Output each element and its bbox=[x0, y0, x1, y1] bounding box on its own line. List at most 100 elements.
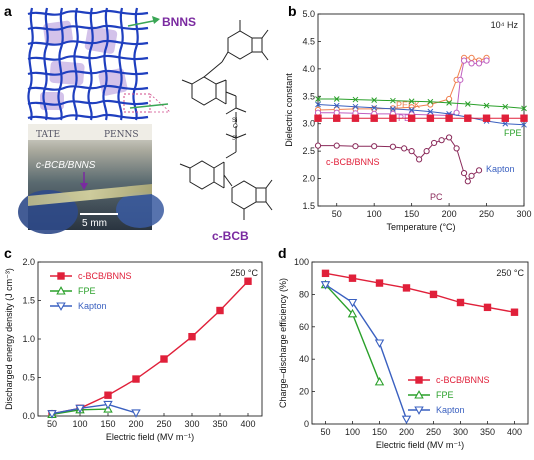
x-axis-label: Electric field (MV m⁻¹) bbox=[106, 432, 194, 442]
cbcb-molecule-structure bbox=[179, 20, 273, 220]
data-point bbox=[431, 139, 438, 147]
data-point bbox=[389, 114, 397, 122]
series-c-bcb-bnns bbox=[321, 269, 519, 316]
x-tick-label: 200 bbox=[442, 209, 457, 219]
molecule-atom-labels: Si O Si bbox=[232, 118, 238, 142]
data-point bbox=[407, 114, 416, 122]
data-point bbox=[423, 148, 430, 155]
data-point bbox=[457, 76, 464, 83]
photo-header-left: TATE bbox=[36, 130, 60, 140]
x-tick-label: 100 bbox=[72, 419, 87, 429]
x-axis-label: Electric field (MV m⁻¹) bbox=[376, 440, 464, 450]
legend-marker bbox=[414, 390, 424, 399]
data-point bbox=[464, 101, 471, 107]
data-point bbox=[132, 375, 140, 383]
plot-frame-d bbox=[311, 261, 529, 425]
y-tick-label: 2.0 bbox=[302, 174, 315, 184]
green-arrow-head-icon bbox=[152, 16, 160, 24]
series-c-bcb-bnns bbox=[314, 114, 528, 122]
data-point bbox=[408, 98, 415, 105]
data-point bbox=[456, 298, 465, 307]
photo-sample-label: c-BCB/BNNS bbox=[36, 160, 96, 171]
svg-text:O: O bbox=[233, 124, 238, 130]
y-tick-label: 0 bbox=[304, 419, 309, 429]
data-point bbox=[352, 96, 359, 103]
data-point bbox=[347, 308, 358, 318]
series-label: Kapton bbox=[486, 164, 515, 174]
y-tick-label: 60 bbox=[299, 322, 309, 332]
data-point bbox=[475, 167, 483, 174]
series-line bbox=[51, 280, 249, 415]
panel-letter-d: d bbox=[278, 245, 287, 261]
data-point bbox=[468, 54, 475, 61]
y-axis-label: Dielectric constant bbox=[284, 73, 294, 147]
legend-label: Kapton bbox=[436, 405, 465, 415]
x-tick-label: 100 bbox=[367, 209, 382, 219]
data-point bbox=[408, 107, 415, 113]
data-point bbox=[402, 284, 411, 292]
series-label: PC bbox=[430, 192, 443, 202]
series-c-bcb-bnns bbox=[48, 277, 252, 418]
cbcb-label: c-BCB bbox=[212, 229, 249, 243]
data-point bbox=[464, 114, 472, 122]
data-point bbox=[502, 103, 509, 110]
data-point bbox=[401, 145, 408, 152]
x-tick-label: 300 bbox=[516, 209, 531, 219]
x-tick-label: 400 bbox=[507, 427, 522, 437]
data-point bbox=[131, 409, 141, 418]
cbcb-bnns-film bbox=[28, 184, 152, 206]
x-tick-label: 100 bbox=[345, 427, 360, 437]
data-point bbox=[460, 57, 468, 64]
data-point bbox=[390, 106, 396, 112]
bnns-label: BNNS bbox=[162, 15, 196, 29]
y-tick-label: 4.0 bbox=[302, 64, 315, 74]
y-tick-label: 1.5 bbox=[302, 201, 315, 211]
x-tick-label: 400 bbox=[240, 419, 255, 429]
data-point bbox=[426, 114, 435, 122]
data-point bbox=[374, 339, 385, 348]
series-label: c-BCB/BNNS bbox=[326, 157, 380, 167]
data-point bbox=[427, 101, 434, 108]
data-point bbox=[401, 415, 412, 425]
panel-letter-a: a bbox=[4, 3, 12, 19]
y-tick-label: 3.5 bbox=[302, 91, 315, 101]
y-tick-label: 1.5 bbox=[22, 296, 35, 306]
data-point bbox=[475, 60, 483, 67]
data-point bbox=[351, 114, 360, 122]
data-point bbox=[370, 114, 378, 122]
x-tick-label: 250 bbox=[426, 427, 441, 437]
data-point bbox=[333, 114, 341, 122]
data-point bbox=[216, 306, 224, 315]
bnns-callout: BNNS bbox=[127, 15, 196, 29]
series-label: PEEK bbox=[396, 100, 420, 110]
y-tick-label: 40 bbox=[299, 354, 309, 364]
x-tick-label: 300 bbox=[184, 419, 199, 429]
y-axis-label: Charge–discharge efficiency (%) bbox=[278, 278, 288, 408]
zoom-box bbox=[123, 93, 151, 113]
data-point bbox=[320, 281, 331, 290]
data-point bbox=[521, 121, 527, 128]
data-point bbox=[445, 134, 453, 141]
data-point bbox=[464, 178, 471, 185]
x-tick-label: 150 bbox=[404, 209, 419, 219]
panel-letter-b: b bbox=[288, 3, 297, 19]
data-point bbox=[502, 120, 509, 127]
series-fpe bbox=[320, 279, 385, 386]
data-point bbox=[244, 277, 252, 285]
data-point bbox=[75, 404, 85, 414]
data-point bbox=[375, 279, 384, 287]
y-tick-label: 2.5 bbox=[302, 146, 315, 156]
legend-label: c-BCB/BNNS bbox=[78, 271, 132, 281]
y-tick-label: 20 bbox=[299, 387, 309, 397]
data-point bbox=[483, 57, 490, 64]
data-point bbox=[482, 114, 491, 122]
legend-marker bbox=[415, 376, 423, 384]
data-point bbox=[333, 102, 340, 109]
data-point bbox=[416, 156, 423, 163]
legend-marker bbox=[56, 286, 66, 295]
data-point bbox=[333, 142, 340, 149]
data-point bbox=[510, 308, 519, 316]
data-point bbox=[315, 96, 321, 102]
x-tick-label: 350 bbox=[480, 427, 495, 437]
